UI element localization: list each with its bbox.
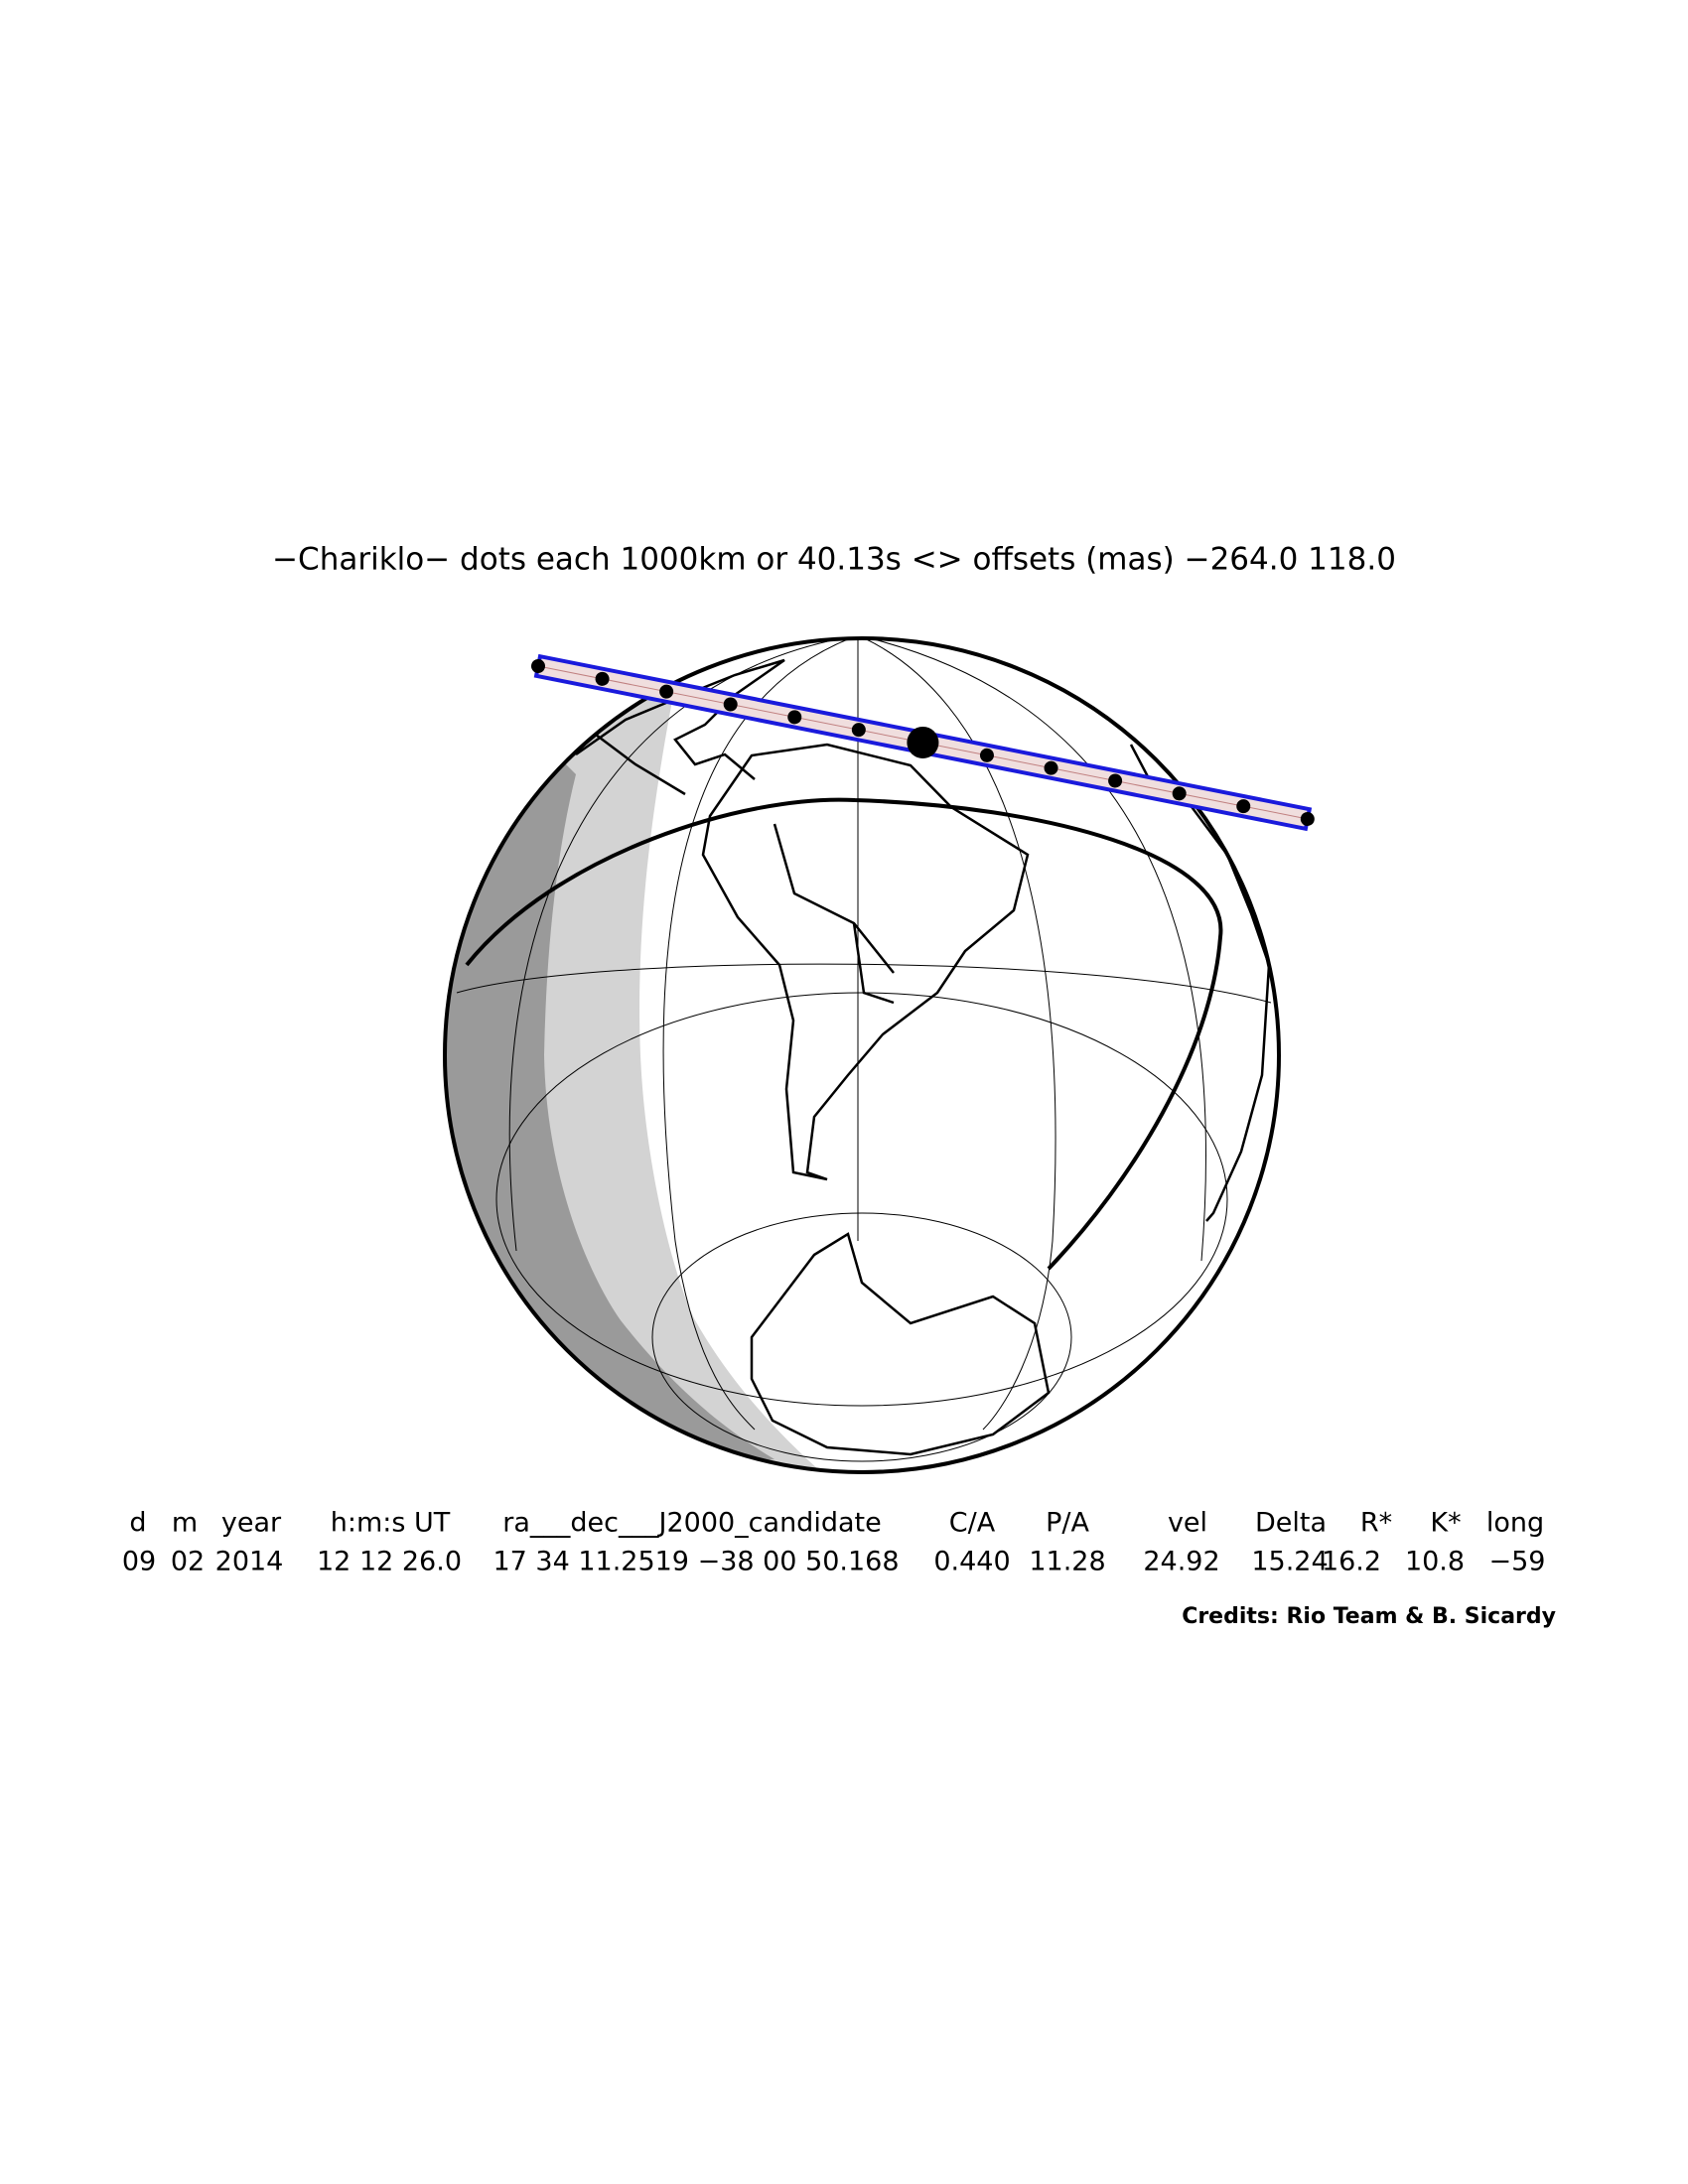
value-cell: 24.92 bbox=[1143, 1547, 1219, 1577]
value-cell: 10.8 bbox=[1405, 1547, 1465, 1577]
header-cell: d bbox=[129, 1508, 146, 1539]
antarctica bbox=[750, 1232, 1051, 1456]
path-dot bbox=[907, 726, 939, 758]
path-dot bbox=[787, 710, 802, 725]
header-cell: long bbox=[1486, 1508, 1544, 1539]
header-cell: C/A bbox=[949, 1508, 996, 1539]
value-cell: 17 34 11.2519 −38 00 50.168 bbox=[492, 1547, 899, 1577]
path-dot bbox=[723, 697, 738, 712]
night-band bbox=[445, 638, 774, 1472]
path-dot bbox=[659, 684, 674, 699]
path-dot bbox=[1300, 811, 1315, 826]
south-america bbox=[701, 743, 1030, 1181]
path-dot bbox=[1108, 773, 1123, 788]
header-cell: Delta bbox=[1255, 1508, 1327, 1539]
value-cell: 09 bbox=[122, 1547, 156, 1577]
header-cell: vel bbox=[1168, 1508, 1207, 1539]
path-dot bbox=[1172, 786, 1187, 801]
value-cell: 12 12 26.0 bbox=[317, 1547, 462, 1577]
value-cell: 16.2 bbox=[1322, 1547, 1381, 1577]
terminator-circle bbox=[465, 797, 1223, 1271]
title: −Chariklo− dots each 1000km or 40.13s <>… bbox=[272, 542, 1396, 578]
value-cell: −59 bbox=[1489, 1547, 1546, 1577]
header-cell: P/A bbox=[1046, 1508, 1089, 1539]
header-cell: year bbox=[221, 1508, 282, 1539]
path-dot bbox=[1044, 760, 1058, 775]
value-cell: 0.440 bbox=[933, 1547, 1010, 1577]
header-cell: h:m:s UT bbox=[331, 1508, 451, 1539]
header-cell: m bbox=[172, 1508, 198, 1539]
path-dot bbox=[979, 748, 994, 762]
credits: Credits: Rio Team & B. Sicardy bbox=[1182, 1604, 1556, 1629]
value-cell: 02 bbox=[171, 1547, 205, 1577]
value-cell: 2014 bbox=[215, 1547, 284, 1577]
path-dot bbox=[531, 659, 545, 673]
value-cell: 15.24 bbox=[1251, 1547, 1328, 1577]
path-dot bbox=[595, 671, 610, 686]
path-dot bbox=[851, 723, 866, 738]
header-cell: K* bbox=[1430, 1508, 1461, 1539]
globe bbox=[443, 636, 1281, 1474]
header-cell: R* bbox=[1360, 1508, 1392, 1539]
shadow-path bbox=[531, 653, 1315, 832]
header-cell: ra___dec___J2000_candidate bbox=[502, 1508, 881, 1539]
value-cell: 11.28 bbox=[1029, 1547, 1105, 1577]
path-dot bbox=[1236, 799, 1251, 814]
